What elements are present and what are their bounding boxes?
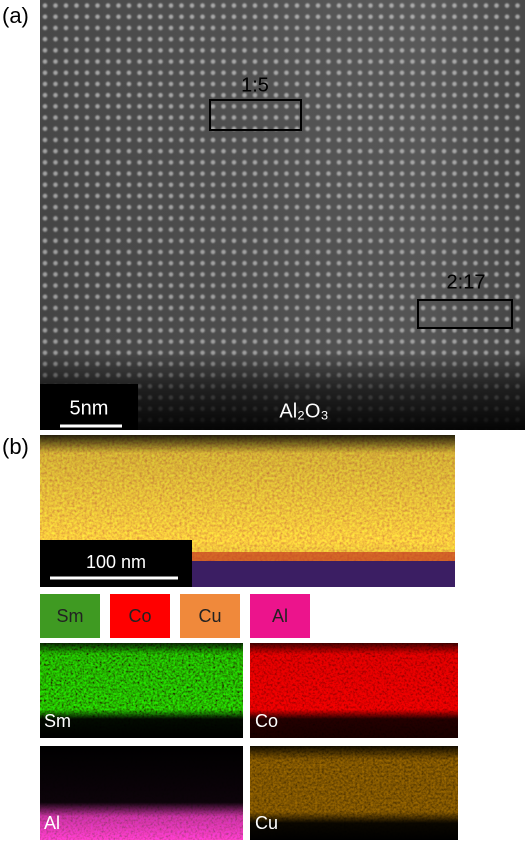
element-map: Al — [40, 746, 243, 840]
haadf-image — [40, 0, 525, 430]
scale-bar-box — [40, 384, 138, 430]
region-box — [209, 99, 302, 131]
interface-layer — [190, 552, 455, 562]
map-label: Co — [255, 711, 278, 731]
element-map: Cu — [250, 746, 458, 840]
map-shading — [40, 746, 243, 840]
map-label: Cu — [255, 813, 278, 833]
legend-label: Al — [272, 606, 288, 626]
legend-swatch — [110, 594, 170, 638]
region-box — [417, 299, 513, 329]
element-map: Co — [250, 643, 458, 738]
legend-swatch — [180, 594, 240, 638]
legend-label: Sm — [57, 606, 84, 626]
map-shading — [250, 746, 458, 840]
map-label: Sm — [44, 711, 71, 731]
panel-label: (a) — [2, 3, 29, 28]
image-shading — [40, 0, 525, 430]
region-label: 1:5 — [241, 74, 269, 96]
region-label: 2:17 — [447, 271, 486, 293]
legend-label: Co — [128, 606, 151, 626]
map-shading — [40, 643, 243, 738]
legend-label: Cu — [198, 606, 221, 626]
map-shading — [250, 643, 458, 738]
legend-swatch — [250, 594, 310, 638]
scale-bar-label: 100 nm — [86, 552, 146, 572]
scale-bar-label: 5nm — [70, 397, 109, 419]
element-map: Sm — [40, 643, 243, 738]
map-label: Al — [44, 813, 60, 833]
legend-swatch — [40, 594, 100, 638]
substrate-layer — [190, 561, 455, 587]
panel-label: (b) — [2, 434, 29, 459]
substrate-label: Al₂O₃ — [279, 400, 328, 422]
